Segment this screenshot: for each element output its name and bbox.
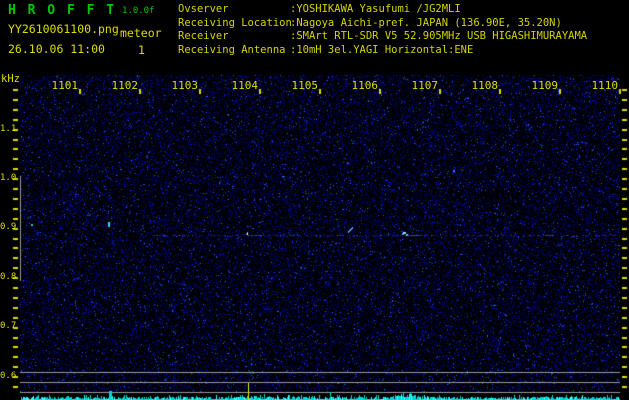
time-tick-label: 1104 [231,79,259,92]
freq-tick-label: 0.6 [0,371,17,381]
time-tick-label: 1101 [51,79,79,92]
observation-datetime: 26.10.06 11:00 [8,42,105,56]
time-tick-label: 1106 [351,79,379,92]
app-version: 1.0.0f [122,6,155,16]
meteor-count: 1 [138,43,145,57]
freq-tick-label: 0.7 [0,321,17,331]
station-info: Ovserver:YOSHIKAWA Yasufumi /JG2MLI Recei… [178,3,587,57]
info-value: :SMArt RTL-SDR V5 52.905MHz USB HIGASHIM… [290,30,588,43]
info-value: :Nagoya Aichi-pref. JAPAN (136.90E, 35.2… [290,16,562,29]
info-label: Receiving Antenna [178,43,286,56]
output-filename: YY2610061100.png [8,22,119,36]
freq-tick-label: 1.1 [0,124,17,134]
info-label: Receiver [178,30,229,43]
time-tick-label: 1110 [591,79,619,92]
time-tick-label: 1109 [531,79,559,92]
info-label: Receiving Location [178,16,292,29]
app-title: H R O F F T [8,3,117,18]
info-label: Ovserver [178,3,229,15]
info-value: :YOSHIKAWA Yasufumi /JG2MLI [290,3,461,15]
station-info-row: Receiver :SMArt RTL-SDR V5 52.905MHz USB … [178,30,587,44]
station-info-row: Receiving Location:Nagoya Aichi-pref. JA… [178,17,587,31]
time-tick-label: 1107 [411,79,439,92]
station-info-row: Receiving Antenna :10mH 3el.YAGI Horizont… [178,44,587,58]
freq-tick-label: 0.9 [0,222,17,232]
time-tick-label: 1102 [111,79,139,92]
mode-label: meteor [120,26,162,40]
time-tick-label: 1103 [171,79,199,92]
freq-axis-unit: kHz [1,73,20,85]
freq-tick-label: 1.0 [0,173,17,183]
time-tick-label: 1108 [471,79,499,92]
station-info-row: Ovserver :YOSHIKAWA Yasufumi /JG2MLI [178,3,587,17]
info-value: :10mH 3el.YAGI Horizontal:ENE [290,43,474,56]
time-tick-label: 1105 [291,79,319,92]
freq-tick-label: 0.8 [0,272,17,282]
